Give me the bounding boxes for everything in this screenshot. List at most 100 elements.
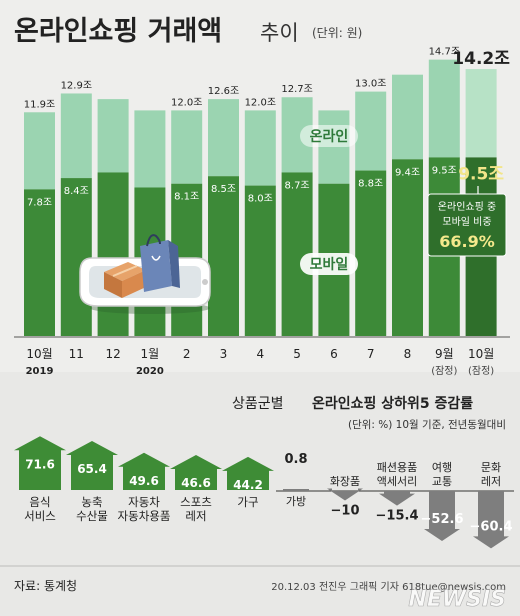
section-title: 온라인쇼핑 상하위5 증감률 xyxy=(312,395,473,412)
online-bar xyxy=(171,110,203,184)
online-bar xyxy=(24,112,55,190)
month-tick-label: 2 xyxy=(183,347,191,361)
total-value-label: 13.0조 xyxy=(355,79,386,90)
category-label: 레저 xyxy=(185,509,206,523)
month-tick-label: 11 xyxy=(69,347,84,361)
increase-arrow xyxy=(14,436,66,490)
mobile-value-label: 8.5조 xyxy=(211,184,236,195)
mobile-bar xyxy=(60,178,92,336)
section-title-prefix: 상품군별 xyxy=(232,396,284,412)
legend-online: 온라인 xyxy=(300,125,358,147)
month-tick-label: 7 xyxy=(367,347,375,361)
increase-arrow xyxy=(118,452,170,490)
mobile-bar xyxy=(208,176,239,336)
increase-value: 44.2 xyxy=(233,478,263,492)
category-label: 가방 xyxy=(286,495,306,508)
category-label: 자동차용품 xyxy=(118,509,171,523)
online-bar xyxy=(244,110,276,186)
legend-online-label: 온라인 xyxy=(310,128,349,145)
month-tick-label: 5 xyxy=(293,347,301,361)
page-title: 온라인쇼핑 거래액 xyxy=(14,16,222,47)
decrease-arrow xyxy=(327,488,363,501)
month-tick-label: 6 xyxy=(330,347,338,361)
category-label: 패션용품 xyxy=(377,461,417,474)
category-label: 서비스 xyxy=(24,509,56,523)
month-tick-label: 1월 xyxy=(141,347,160,361)
category-label: 레저 xyxy=(481,475,501,488)
total-value-label: 12.0조 xyxy=(245,97,276,108)
callout-line2: 모바일 비중 xyxy=(442,216,491,228)
category-label: 여행 xyxy=(432,461,452,474)
total-value-label: 12.6조 xyxy=(208,86,239,97)
source-label: 자료: 통계청 xyxy=(14,579,77,593)
year-label: 2019 xyxy=(26,366,54,377)
mobile-value-label: 8.1조 xyxy=(174,192,199,203)
month-tick-label: 9월 xyxy=(435,347,454,361)
change-value: −10 xyxy=(331,504,360,519)
unit-label: (단위: 원) xyxy=(312,26,362,40)
mobile-bar xyxy=(355,170,387,336)
increase-arrow xyxy=(170,455,222,490)
change-value: −52.6 xyxy=(421,512,464,527)
increase-value: 49.6 xyxy=(129,474,159,488)
increase-arrow xyxy=(66,440,118,490)
category-label: 스포츠 xyxy=(180,495,212,509)
mobile-bar xyxy=(244,185,276,336)
online-bar xyxy=(465,69,497,158)
mobile-value-label: 9.4조 xyxy=(395,167,420,178)
legend-mobile-label: 모바일 xyxy=(310,257,349,273)
total-value-label: 12.9조 xyxy=(61,80,92,91)
month-tick-label: 12 xyxy=(105,347,120,361)
category-change-chart: 상품군별 온라인쇼핑 상하위5 증감률 (단위: %) 10월 기준, 전년동월대비… xyxy=(14,395,514,549)
category-label: 자동차 xyxy=(128,495,160,509)
decrease-arrow xyxy=(379,491,415,506)
mobile-value-label: 8.7조 xyxy=(285,180,310,191)
change-value: −15.4 xyxy=(376,509,419,524)
watermark-logo: NEWSIS xyxy=(408,587,506,612)
callout-line1: 온라인쇼핑 중 xyxy=(438,201,496,213)
total-value-label: 14.7조 xyxy=(429,47,460,58)
category-label: 화장품 xyxy=(330,475,360,488)
mobile-value-label: 8.8조 xyxy=(358,179,383,190)
callout-box xyxy=(427,193,507,257)
page-title-suffix: 추이 xyxy=(260,21,299,45)
online-bar xyxy=(60,93,92,179)
category-label: 교통 xyxy=(432,475,452,488)
category-label: 문화 xyxy=(481,461,501,474)
increase-value: 65.4 xyxy=(77,462,107,476)
online-bar xyxy=(134,110,166,188)
total-value-label: 11.9조 xyxy=(24,99,55,110)
provisional-label: (잠정) xyxy=(468,365,494,377)
total-value-label: 12.0조 xyxy=(171,97,202,108)
mobile-value-label: 8.4조 xyxy=(64,186,89,197)
category-label: 수산물 xyxy=(76,509,108,523)
decrease-arrow xyxy=(473,491,509,549)
monthly-transactions-chart: 11.9조 7.8조 10월 12.9조 8.4조 11 12 1월 12.0조 8.1조 2 12.… xyxy=(14,47,510,377)
change-value: 0.8 xyxy=(284,452,307,467)
online-bar xyxy=(392,74,423,160)
online-bar xyxy=(318,110,350,184)
shopping-bag-icon xyxy=(140,234,180,292)
increase-arrow xyxy=(222,456,274,490)
legend-mobile: 모바일 xyxy=(300,253,358,275)
month-tick-label: 3 xyxy=(220,347,228,361)
decrease-arrow xyxy=(424,491,460,541)
mobile-value-label: 9.5조 xyxy=(458,164,504,184)
mobile-value-label: 9.5조 xyxy=(432,165,457,176)
category-label: 음식 xyxy=(29,495,50,509)
online-bar xyxy=(208,99,239,177)
month-tick-label: 10월 xyxy=(468,347,494,361)
category-label: 가구 xyxy=(237,495,258,509)
category-label: 농축 xyxy=(81,495,102,509)
year-label: 2020 xyxy=(136,366,164,377)
change-bar xyxy=(283,489,309,491)
shopping-box-icon xyxy=(104,262,146,298)
callout-value: 66.9% xyxy=(439,232,495,251)
mobile-bar xyxy=(97,172,129,336)
mobile-bar xyxy=(392,159,423,336)
credit-label: 20.12.03 전진우 그래픽 기자 618tue@newsis.com xyxy=(271,581,506,593)
section-subtitle: (단위: %) 10월 기준, 전년동월대비 xyxy=(348,418,506,431)
